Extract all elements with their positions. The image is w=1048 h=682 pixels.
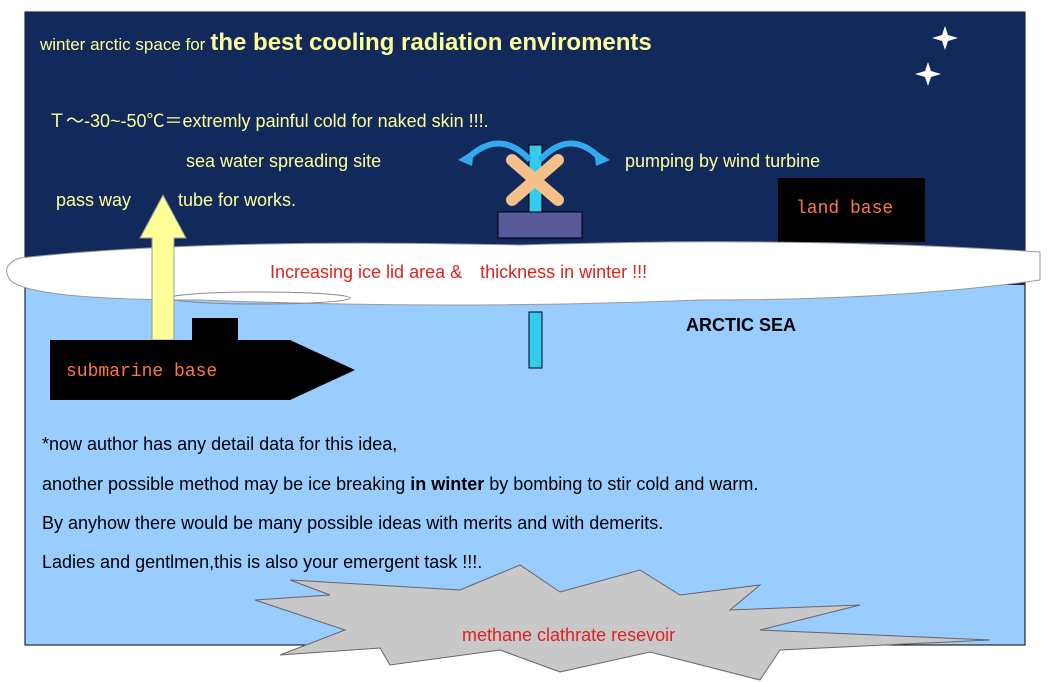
pass-way-arrow <box>139 193 187 341</box>
methane-label: methane clathrate resevoir <box>462 625 675 645</box>
note-line: another possible method may be ice break… <box>42 474 758 494</box>
land-base-box <box>778 178 925 242</box>
ice-lid <box>6 241 1041 306</box>
sea-label: ARCTIC SEA <box>686 315 796 335</box>
sub-tower <box>192 318 238 340</box>
title: winter arctic space for the best cooling… <box>39 29 652 56</box>
submarine <box>50 340 355 400</box>
submarine-label: submarine base <box>66 362 217 382</box>
note-line: *now author has any detail data for this… <box>42 434 397 454</box>
pumping-label: pumping by wind turbine <box>625 151 820 171</box>
pipe <box>528 311 543 369</box>
methane-reservoir <box>254 564 991 681</box>
temperature: Ｔ～-30~-50℃＝extremly painful cold for nak… <box>48 111 489 131</box>
ice-lid-label: Increasing ice lid area & thickness in w… <box>270 262 647 282</box>
tube-label: tube for works. <box>178 190 296 210</box>
pass-way-label: pass way <box>56 190 131 210</box>
note-line: By anyhow there would be many possible i… <box>42 513 663 533</box>
land-base-label: land base <box>796 199 893 219</box>
arrow-heads <box>458 150 610 166</box>
spreading-label: sea water spreading site <box>186 151 381 171</box>
note-line: Ladies and gentlmen,this is also your em… <box>42 552 482 572</box>
stars <box>915 26 958 86</box>
turbine <box>506 154 564 206</box>
platform <box>497 211 583 239</box>
